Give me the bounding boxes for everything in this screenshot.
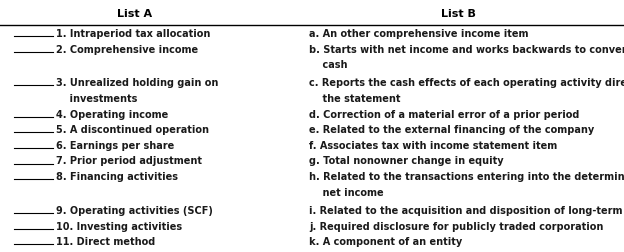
Text: g. Total nonowner change in equity: g. Total nonowner change in equity: [309, 156, 504, 167]
Text: 10. Investing activities: 10. Investing activities: [56, 222, 182, 232]
Text: 8. Financing activities: 8. Financing activities: [56, 172, 178, 182]
Text: k. A component of an entity: k. A component of an entity: [309, 237, 462, 247]
Text: 7. Prior period adjustment: 7. Prior period adjustment: [56, 156, 202, 167]
Text: 3. Unrealized holding gain on: 3. Unrealized holding gain on: [56, 78, 218, 88]
Text: 11. Direct method: 11. Direct method: [56, 237, 155, 247]
Text: cash: cash: [309, 60, 348, 70]
Text: 4. Operating income: 4. Operating income: [56, 110, 168, 120]
Text: c. Reports the cash effects of each operating activity directly on: c. Reports the cash effects of each oper…: [309, 78, 624, 88]
Text: 9. Operating activities (SCF): 9. Operating activities (SCF): [56, 206, 213, 216]
Text: i. Related to the acquisition and disposition of long-term assets: i. Related to the acquisition and dispos…: [309, 206, 624, 216]
Text: f. Associates tax with income statement item: f. Associates tax with income statement …: [309, 141, 557, 151]
Text: 1. Intraperiod tax allocation: 1. Intraperiod tax allocation: [56, 29, 210, 39]
Text: 2. Comprehensive income: 2. Comprehensive income: [56, 45, 198, 55]
Text: 6. Earnings per share: 6. Earnings per share: [56, 141, 175, 151]
Text: List B: List B: [441, 9, 476, 19]
Text: e. Related to the external financing of the company: e. Related to the external financing of …: [309, 125, 594, 135]
Text: the statement: the statement: [309, 94, 401, 104]
Text: net income: net income: [309, 188, 384, 198]
Text: investments: investments: [56, 94, 137, 104]
Text: h. Related to the transactions entering into the determination of: h. Related to the transactions entering …: [309, 172, 624, 182]
Text: a. An other comprehensive income item: a. An other comprehensive income item: [309, 29, 529, 39]
Text: 5. A discontinued operation: 5. A discontinued operation: [56, 125, 209, 135]
Text: j. Required disclosure for publicly traded corporation: j. Required disclosure for publicly trad…: [309, 222, 603, 232]
Text: b. Starts with net income and works backwards to convert to: b. Starts with net income and works back…: [309, 45, 624, 55]
Text: List A: List A: [117, 9, 152, 19]
Text: d. Correction of a material error of a prior period: d. Correction of a material error of a p…: [309, 110, 579, 120]
